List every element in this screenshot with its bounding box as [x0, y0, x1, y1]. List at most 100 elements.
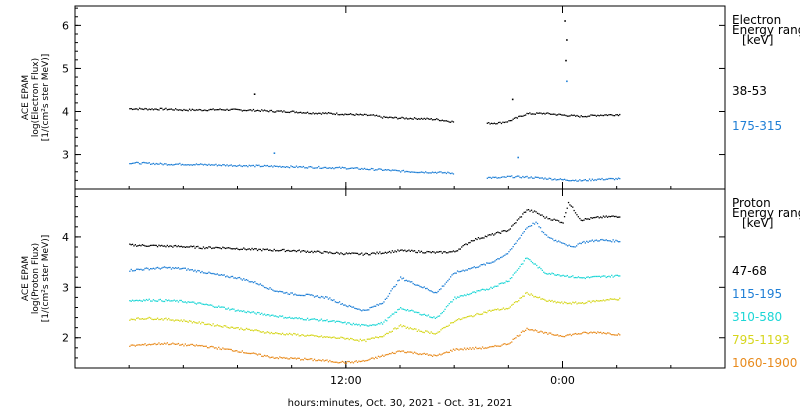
proton-point	[261, 284, 263, 286]
proton-point	[544, 331, 546, 334]
proton-point	[356, 361, 359, 363]
electron-point	[383, 169, 385, 171]
electron-point	[154, 163, 156, 166]
electron-point	[398, 117, 400, 119]
proton-point	[343, 361, 345, 363]
electron-legend-title-line: Electron	[732, 13, 781, 27]
electron-point	[561, 114, 563, 116]
electron-point	[218, 164, 220, 166]
proton-point	[141, 318, 143, 320]
proton-point	[143, 344, 145, 346]
electron-point	[268, 165, 270, 168]
electron-point	[348, 113, 350, 115]
proton-point	[411, 328, 413, 330]
proton-point	[226, 308, 228, 310]
electron-point	[383, 115, 385, 118]
proton-point	[418, 353, 420, 356]
proton-point	[336, 320, 338, 322]
electron-point	[600, 178, 602, 181]
proton-point	[516, 301, 518, 303]
electron-point	[215, 109, 217, 111]
proton-point	[611, 215, 613, 217]
proton-point	[587, 332, 589, 335]
proton-point	[236, 327, 238, 329]
proton-point	[163, 245, 166, 247]
proton-point	[577, 243, 579, 245]
proton-point	[444, 251, 446, 253]
proton-point	[240, 278, 242, 280]
proton-point	[388, 331, 391, 333]
proton-point	[394, 352, 396, 355]
proton-point	[206, 347, 209, 349]
proton-point	[290, 357, 292, 359]
electron-point	[434, 118, 436, 121]
proton-point	[244, 248, 246, 250]
proton-point	[370, 324, 373, 327]
proton-point	[558, 274, 560, 276]
proton-point	[165, 317, 167, 319]
proton-point	[313, 335, 316, 337]
proton-point	[255, 329, 257, 331]
proton-point	[336, 251, 338, 253]
proton-point	[262, 331, 264, 333]
proton-point	[443, 352, 445, 354]
electron-point	[233, 108, 235, 110]
proton-point	[252, 311, 255, 313]
proton-point	[563, 216, 566, 218]
proton-point	[225, 276, 227, 278]
proton-point	[376, 303, 378, 306]
electron-point	[134, 108, 136, 110]
proton-point	[231, 275, 234, 278]
proton-point	[602, 275, 605, 277]
proton-point	[247, 279, 249, 282]
proton-point	[348, 338, 350, 341]
proton-point	[504, 308, 506, 311]
proton-point	[502, 282, 505, 284]
electron-point	[540, 112, 542, 114]
proton-point	[375, 253, 377, 255]
proton-point	[297, 357, 299, 359]
proton-point	[545, 300, 548, 302]
proton-point	[236, 350, 238, 352]
proton-point	[501, 256, 503, 258]
electron-point	[531, 113, 534, 115]
proton-point	[401, 308, 403, 310]
proton-point	[472, 347, 474, 349]
proton-point	[354, 307, 356, 309]
electron-point	[326, 113, 328, 115]
electron-point	[513, 176, 516, 179]
proton-point	[233, 327, 235, 329]
proton-point	[571, 246, 573, 248]
proton-point	[131, 299, 134, 301]
proton-point	[190, 301, 192, 303]
proton-point	[166, 342, 168, 344]
proton-point	[455, 319, 457, 322]
proton-point	[619, 297, 621, 299]
electron-point	[362, 114, 364, 116]
proton-point	[208, 271, 210, 273]
proton-point	[165, 246, 167, 248]
proton-point	[484, 311, 486, 313]
proton-point	[463, 317, 466, 319]
proton-point	[301, 317, 303, 320]
electron-point	[354, 114, 356, 116]
electron-point	[169, 164, 171, 166]
proton-point	[593, 331, 595, 333]
electron-point	[351, 167, 353, 169]
electron-point	[612, 178, 614, 180]
electron-point	[169, 108, 171, 110]
proton-point	[579, 217, 581, 220]
proton-point	[376, 336, 378, 338]
proton-point	[415, 251, 417, 254]
proton-point	[252, 281, 255, 284]
proton-point	[598, 300, 600, 302]
electron-point	[394, 116, 396, 118]
electron-point	[584, 179, 586, 181]
proton-point	[547, 273, 549, 275]
proton-point	[316, 250, 318, 252]
proton-point	[334, 252, 336, 254]
proton-point	[612, 276, 614, 278]
proton-point	[138, 244, 141, 246]
electron-point	[405, 117, 407, 119]
proton-point	[452, 273, 455, 275]
